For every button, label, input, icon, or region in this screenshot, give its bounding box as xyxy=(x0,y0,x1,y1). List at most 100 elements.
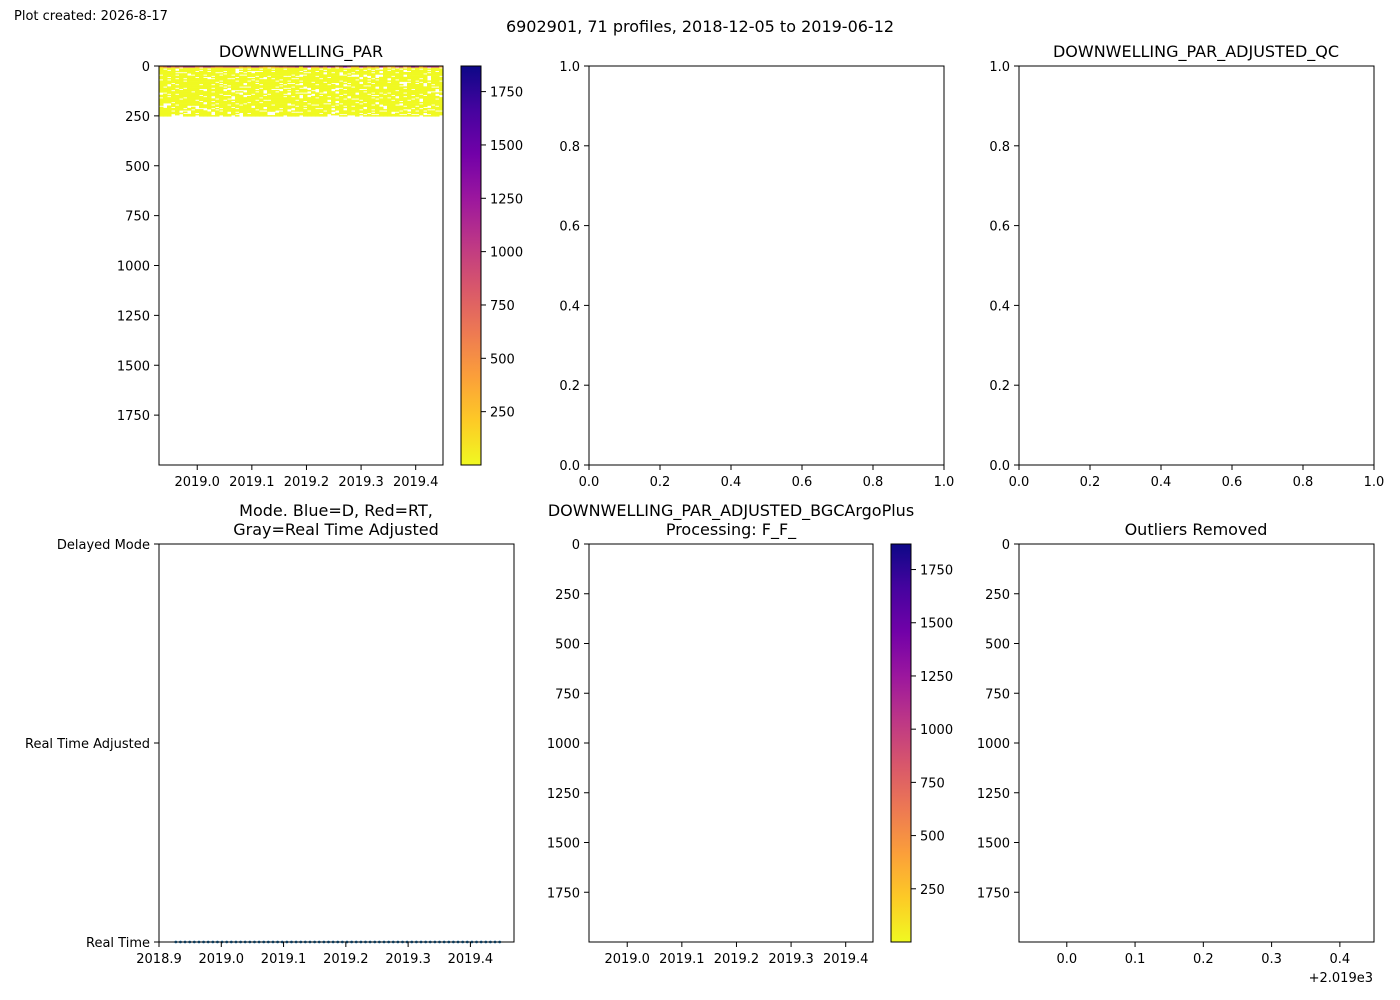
heatmap-cell xyxy=(263,68,268,70)
heatmap-cell xyxy=(311,92,316,94)
heatmap-surface-cell xyxy=(435,66,440,68)
heatmap-cell xyxy=(279,80,284,82)
heatmap-cell xyxy=(263,73,268,75)
heatmap-cell xyxy=(275,95,280,98)
heatmap-cell xyxy=(183,86,188,88)
heatmap-cell xyxy=(399,106,404,109)
heatmap-cell xyxy=(195,100,200,103)
heatmap-cell xyxy=(227,103,232,105)
heatmap-cell xyxy=(199,103,204,105)
heatmap-cell xyxy=(191,103,196,105)
heatmap-cell xyxy=(259,71,264,74)
heatmap-cell xyxy=(415,70,420,73)
heatmap-cell xyxy=(163,77,168,80)
heatmap-surface-cell xyxy=(263,66,268,68)
heatmap-cell xyxy=(379,87,384,90)
heatmap-cell xyxy=(191,113,196,116)
heatmap-cell xyxy=(327,105,332,107)
x-tick-label: 0.3 xyxy=(1261,952,1282,967)
heatmap-cell xyxy=(311,74,316,76)
heatmap-cell xyxy=(335,95,340,98)
heatmap-cell xyxy=(163,69,168,72)
heatmap-cell xyxy=(159,75,164,78)
heatmap-cell xyxy=(227,106,232,109)
heatmap-cell xyxy=(439,82,443,85)
heatmap-cell xyxy=(191,82,196,85)
heatmap-cell xyxy=(279,92,284,94)
heatmap-cell xyxy=(359,75,364,78)
heatmap-cell xyxy=(199,95,204,98)
heatmap-cell xyxy=(167,109,172,111)
heatmap-cell xyxy=(331,100,336,103)
heatmap-cell xyxy=(351,70,356,73)
heatmap-cell xyxy=(387,75,392,78)
heatmap-cell xyxy=(287,76,292,79)
heatmap-cell xyxy=(335,77,340,80)
heatmap-cell xyxy=(271,73,276,75)
heatmap-cell xyxy=(163,95,168,98)
heatmap-cell xyxy=(331,67,336,69)
heatmap-cell xyxy=(387,107,392,110)
heatmap-cell xyxy=(371,115,376,117)
heatmap-cell xyxy=(395,70,400,73)
heatmap-cell xyxy=(303,110,308,112)
heatmap-cell xyxy=(311,83,316,86)
heatmap-cell xyxy=(335,105,340,107)
heatmap-cell xyxy=(363,93,368,96)
heatmap-cell xyxy=(375,67,380,69)
heatmap-cell xyxy=(171,112,176,115)
heatmap-cell xyxy=(339,77,344,80)
heatmap-cell xyxy=(235,73,240,75)
heatmap-cell xyxy=(359,71,364,74)
heatmap-cell xyxy=(159,85,164,87)
y-tick-label: 750 xyxy=(985,687,1010,702)
heatmap-cell xyxy=(359,107,364,110)
heatmap-cell xyxy=(291,83,296,86)
heatmap-cell xyxy=(227,115,232,117)
heatmap-cell xyxy=(307,112,312,115)
heatmap-cell xyxy=(247,98,252,100)
heatmap-cell xyxy=(351,109,356,111)
y-tick-label: 0.2 xyxy=(559,379,580,394)
heatmap-cell xyxy=(255,89,260,92)
heatmap-cell xyxy=(231,69,236,72)
heatmap-cell xyxy=(431,97,436,99)
heatmap-cell xyxy=(219,105,224,107)
heatmap-cell xyxy=(187,95,192,98)
heatmap-cell xyxy=(407,80,412,82)
heatmap-cell xyxy=(267,97,272,99)
heatmap-cell xyxy=(319,88,324,91)
heatmap-cell xyxy=(291,70,296,73)
heatmap-cell xyxy=(327,101,332,104)
heatmap-cell xyxy=(211,67,216,69)
heatmap-cell xyxy=(435,74,440,76)
heatmap-cell xyxy=(235,79,240,81)
heatmap-cell xyxy=(199,106,204,109)
heatmap-cell xyxy=(207,67,212,69)
heatmap-cell xyxy=(239,73,244,75)
heatmap-cell xyxy=(207,95,212,98)
heatmap-cell xyxy=(167,73,172,75)
heatmap-cell xyxy=(403,73,408,75)
heatmap-cell xyxy=(299,86,304,88)
heatmap-cell xyxy=(283,71,288,74)
heatmap-cell xyxy=(415,69,420,72)
heatmap-surface-cell xyxy=(359,66,364,68)
heatmap-cell xyxy=(199,101,204,104)
heatmap-cell xyxy=(435,95,440,98)
heatmap-cell xyxy=(339,100,344,103)
heatmap-cell xyxy=(435,67,440,69)
heatmap-cell xyxy=(363,112,368,115)
heatmap-cell xyxy=(391,86,396,88)
heatmap-cell xyxy=(171,79,176,81)
heatmap-surface-cell xyxy=(415,66,420,68)
heatmap-cell xyxy=(255,71,260,74)
heatmap-cell xyxy=(167,81,172,84)
heatmap-cell xyxy=(231,113,236,116)
heatmap-cell xyxy=(271,99,276,102)
heatmap-surface-cell xyxy=(283,66,288,68)
heatmap-cell xyxy=(195,93,200,96)
heatmap-cell xyxy=(387,93,392,96)
heatmap-cell xyxy=(315,115,320,117)
heatmap-cell xyxy=(335,112,340,115)
